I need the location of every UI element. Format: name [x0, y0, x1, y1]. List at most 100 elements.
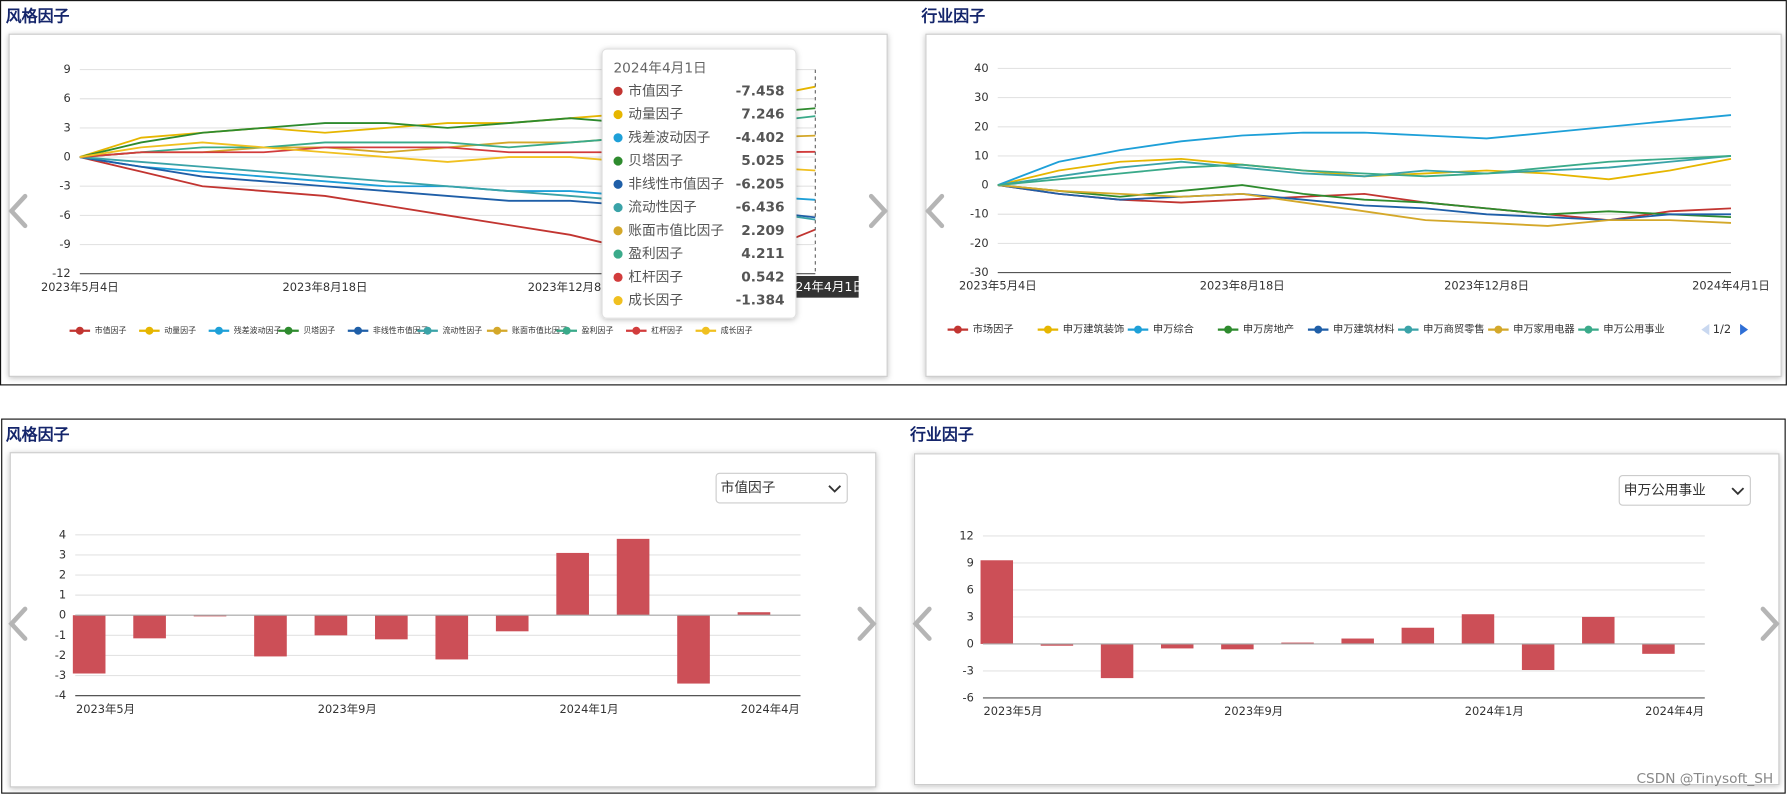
y-tick-label: -12 — [52, 266, 71, 280]
legend-label[interactable]: 盈利因子 — [582, 325, 614, 335]
legend-icon[interactable] — [701, 326, 710, 335]
legend-label[interactable]: 非线性市值因子 — [373, 325, 429, 335]
next-arrow[interactable] — [1760, 606, 1780, 641]
legend-icon[interactable] — [953, 325, 962, 334]
legend-icon[interactable] — [75, 326, 84, 335]
tooltip-name: 账面市值比因子 — [628, 222, 724, 239]
legend-icon[interactable] — [1224, 325, 1233, 334]
legend-label[interactable]: 申万公用事业 — [1603, 323, 1665, 336]
legend-label[interactable]: 申万商贸零售 — [1423, 323, 1485, 336]
legend-label[interactable]: 申万综合 — [1153, 323, 1194, 336]
x-tick-label: 2023年5月 — [76, 702, 135, 716]
legend-label[interactable]: 申万房地产 — [1243, 323, 1294, 336]
legend-label[interactable]: 账面市值比因子 — [512, 325, 568, 335]
next-arrow[interactable] — [868, 193, 888, 229]
legend-icon[interactable] — [284, 326, 293, 335]
tooltip-name: 流动性因子 — [628, 200, 697, 216]
bar — [677, 615, 710, 684]
legend-label[interactable]: 市场因子 — [973, 323, 1014, 336]
legend-label[interactable]: 申万建筑材料 — [1333, 323, 1395, 336]
series-line — [997, 184, 1732, 219]
watermark: CSDN @Tinysoft_SH — [1636, 771, 1773, 787]
tooltip-value: 5.025 — [741, 153, 784, 169]
legend-icon[interactable] — [1043, 325, 1052, 334]
x-tick-label: 2024年4月 — [1645, 704, 1704, 718]
legend-icon[interactable] — [1494, 325, 1503, 334]
tooltip-marker — [613, 156, 623, 166]
y-tick-label: 6 — [63, 91, 70, 105]
prev-arrow[interactable] — [8, 606, 28, 641]
y-tick-label: 9 — [63, 62, 70, 76]
dropdown-box[interactable] — [715, 472, 848, 504]
legend-next[interactable] — [1740, 323, 1749, 336]
tooltip-title: 2024年4月1日 — [613, 60, 706, 76]
tooltip — [601, 48, 797, 319]
prev-arrow[interactable] — [8, 193, 28, 229]
tooltip-name: 动量因子 — [628, 107, 683, 123]
tooltip-value: 7.246 — [741, 107, 784, 123]
dropdown-value[interactable]: 申万公用事业 — [1624, 482, 1706, 498]
dropdown-box[interactable] — [1618, 474, 1751, 506]
y-tick-label: 12 — [959, 528, 974, 542]
legend-label[interactable]: 市值因子 — [95, 325, 127, 335]
x-tick-label: 2023年9月 — [318, 702, 377, 716]
y-tick-label: -2 — [55, 648, 66, 662]
legend-icon[interactable] — [493, 326, 502, 335]
prev-arrow[interactable] — [925, 193, 945, 229]
legend-label[interactable]: 贝塔因子 — [303, 325, 335, 335]
y-tick-label: 20 — [974, 119, 989, 133]
y-tick-label: 9 — [967, 555, 974, 569]
tooltip-marker — [613, 249, 623, 259]
panel-title: 风格因子 — [6, 425, 70, 444]
next-arrow[interactable] — [857, 606, 877, 641]
series-line — [997, 155, 1732, 187]
tooltip-marker — [613, 109, 623, 120]
x-tick-label: 2023年9月 — [1224, 704, 1283, 718]
tooltip-value: -6.436 — [736, 200, 785, 216]
tooltip-value: -1.384 — [736, 293, 785, 309]
dropdown[interactable]: 市值因子 — [715, 472, 848, 504]
y-tick-label: -6 — [59, 208, 70, 222]
bar — [1461, 614, 1495, 644]
x-tick-label: 2024年1月 — [559, 702, 618, 716]
legend-icon[interactable] — [1314, 325, 1323, 334]
legend-label[interactable]: 申万建筑装饰 — [1063, 323, 1125, 336]
dropdown-value[interactable]: 市值因子 — [721, 479, 776, 496]
dropdown-chevron[interactable] — [1731, 487, 1745, 496]
y-tick-label: 2 — [59, 568, 66, 582]
legend-page: 1/2 — [1713, 322, 1731, 336]
prev-arrow[interactable] — [912, 606, 932, 641]
legend-icon[interactable] — [562, 326, 571, 335]
x-tick-label: 2024年1月 — [1465, 704, 1524, 718]
legend-icon[interactable] — [1134, 325, 1143, 334]
legend-label[interactable]: 动量因子 — [164, 325, 196, 335]
tooltip-value: -6.205 — [736, 176, 785, 192]
legend-prev[interactable] — [1701, 323, 1710, 336]
bar — [133, 615, 166, 639]
legend-icon[interactable] — [1404, 325, 1413, 334]
series-line — [997, 184, 1732, 227]
legend-label[interactable]: 残差波动因子 — [234, 325, 282, 335]
bar — [495, 615, 529, 632]
legend-icon[interactable] — [354, 326, 363, 335]
legend-icon[interactable] — [214, 326, 223, 335]
bar — [314, 615, 348, 636]
legend-icon[interactable] — [145, 326, 154, 335]
legend-label[interactable]: 杠杆因子 — [651, 325, 683, 335]
x-tick-label: 2023年5月 — [984, 704, 1043, 718]
y-tick-label: 1 — [59, 588, 66, 602]
y-tick-label: 40 — [974, 61, 989, 75]
legend-label[interactable]: 流动性因子 — [442, 325, 482, 335]
dropdown[interactable]: 申万公用事业 — [1618, 474, 1751, 506]
y-tick-label: 0 — [967, 636, 974, 650]
y-tick-label: -9 — [59, 237, 70, 251]
legend-label[interactable]: 成长因子 — [721, 325, 753, 335]
legend-label[interactable]: 申万家用电器 — [1513, 323, 1575, 336]
legend-icon[interactable] — [1584, 325, 1593, 334]
legend-icon[interactable] — [423, 326, 432, 335]
legend-icon[interactable] — [632, 326, 641, 335]
dropdown-chevron[interactable] — [828, 485, 842, 493]
y-tick-label: -3 — [59, 179, 70, 193]
tooltip-name: 残差波动因子 — [628, 130, 710, 146]
